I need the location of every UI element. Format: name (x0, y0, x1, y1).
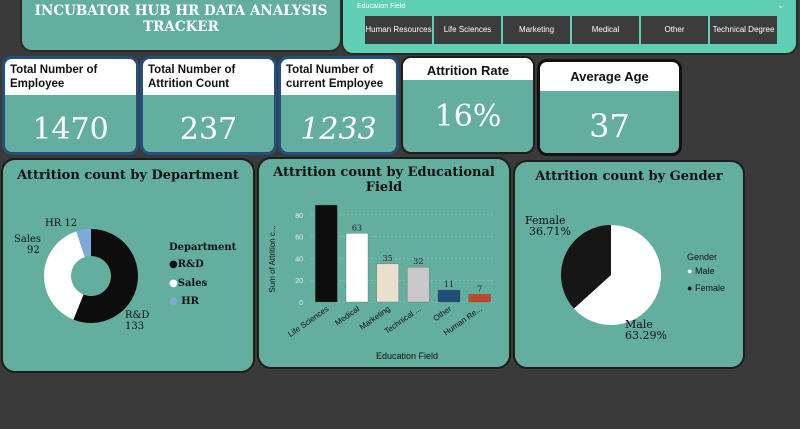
slicer-option-human-resources[interactable]: Human Resources (365, 16, 432, 44)
kpi-value: 1470 (32, 112, 109, 147)
x-tick-label: Life Sciences (286, 304, 330, 339)
kpi-value: 37 (589, 107, 630, 145)
slicer-option-medical[interactable]: Medical (572, 16, 639, 44)
legend-item-sales: ●Sales (169, 278, 208, 289)
education-field-slicer: Education Field ⌄ Human Resources Life S… (341, 0, 798, 55)
y-tick-label: 0 (299, 300, 303, 307)
legend-title: Department (169, 242, 237, 253)
y-tick-label: 60 (295, 235, 303, 242)
y-tick-label: 80 (295, 213, 303, 220)
kpi-label: Average Age (540, 62, 679, 91)
y-tick-label: 40 (295, 256, 303, 263)
kpi-label: Attrition Rate (403, 58, 533, 80)
y-axis-label: Sum of Attrition c... (268, 225, 277, 292)
kpi-total-employee: Total Number of Employee 1470 (2, 56, 139, 155)
department-donut-chart (44, 229, 138, 323)
chart-title: Attrition count by Educational Field (273, 165, 495, 195)
pie-slice-sales[interactable] (44, 231, 85, 320)
slicer-option-marketing[interactable]: Marketing (503, 16, 570, 44)
chevron-down-icon[interactable]: ⌄ (777, 1, 784, 10)
kpi-attrition-rate: Attrition Rate 16% (401, 56, 535, 154)
kpi-label: Total Number of current Employee (281, 59, 396, 95)
chart-title: Attrition count by Department (17, 168, 239, 183)
panel-attrition-by-department: Attrition count by Department HR 12 Sale… (1, 158, 255, 373)
pie-slice-r-d[interactable] (73, 229, 138, 323)
legend-item-hr: ● HR (169, 296, 199, 307)
bar-medical[interactable] (345, 233, 369, 303)
bar-data-label: 63 (352, 223, 362, 232)
kpi-value: 237 (179, 112, 238, 147)
bar-data-label: 7 (477, 284, 482, 293)
slicer-option-life-sciences[interactable]: Life Sciences (434, 16, 501, 44)
pie-slice-hr[interactable] (76, 229, 91, 258)
panel-attrition-by-education: Attrition count by Educational Field 0 20… (257, 157, 511, 369)
chart-title: Attrition count by Gender (535, 169, 723, 184)
bar-marketing[interactable] (376, 263, 399, 303)
legend-item-female: ● Female (687, 283, 725, 293)
slicer-title: Education Field (357, 3, 406, 10)
bar-data-label: 32 (413, 257, 423, 266)
pie-slice-male[interactable] (573, 225, 661, 325)
kpi-value: 16% (434, 99, 502, 134)
x-tick-label: Other (432, 304, 454, 323)
kpi-label: Total Number of Attrition Count (143, 59, 274, 95)
kpi-current-employee: Total Number of current Employee 1233 (278, 56, 399, 155)
dashboard-title-box: INCUBATOR HUB HR DATA ANALYSIS TRACKER (20, 0, 342, 52)
legend-item-male: ● Male (687, 266, 715, 276)
kpi-attrition-count: Total Number of Attrition Count 237 (140, 56, 277, 155)
bar-other[interactable] (437, 289, 461, 303)
data-label-rnd: R&D 133 (125, 310, 150, 332)
legend-title: Gender (687, 252, 718, 262)
bar-life-sciences[interactable] (315, 204, 338, 303)
y-tick-label: 20 (295, 278, 303, 285)
gender-pie-chart (561, 225, 661, 325)
pie-slice-female[interactable] (561, 225, 611, 309)
kpi-label: Total Number of Employee (5, 59, 136, 95)
slicer-option-technical-degree[interactable]: Technical Degree (710, 16, 777, 44)
data-label-sales: Sales 92 (14, 234, 42, 256)
kpi-value: 1233 (300, 112, 377, 147)
bar-technical-[interactable] (407, 267, 430, 303)
data-label-female: Female 36.71% (525, 214, 571, 238)
dashboard-title: INCUBATOR HUB HR DATA ANALYSIS TRACKER (34, 3, 328, 35)
slicer-option-other[interactable]: Other (641, 16, 708, 44)
bar-human-re-[interactable] (468, 294, 491, 303)
x-axis-label: Education Field (376, 351, 438, 361)
data-label-male: Male 63.29% (625, 318, 667, 342)
legend-item-rnd: ●R&D (169, 259, 204, 270)
panel-attrition-by-gender: Attrition count by Gender Female 36.71% M… (513, 160, 745, 369)
bar-data-label: 11 (444, 280, 454, 289)
kpi-average-age: Average Age 37 (537, 59, 682, 156)
data-label-hr: HR 12 (45, 218, 78, 229)
bar-data-label: 35 (383, 254, 393, 263)
